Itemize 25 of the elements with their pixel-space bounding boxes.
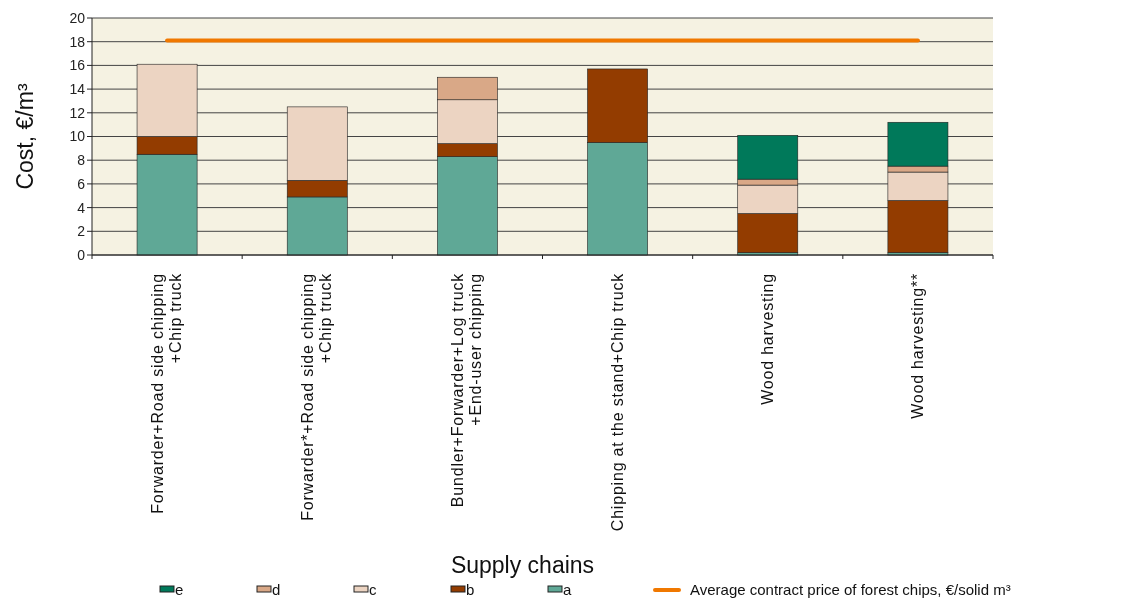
y-tick-label: 2 bbox=[77, 223, 86, 240]
x-tick-label: Bundler+Forwarder+Log truck +End-user chipping bbox=[449, 272, 485, 508]
y-tick-label: 16 bbox=[69, 57, 86, 74]
y-tick-label: 12 bbox=[69, 104, 86, 121]
x-tick-label: Chipping at the stand+Chip truck bbox=[608, 272, 626, 532]
y-tick-label: 8 bbox=[77, 152, 86, 169]
x-tick-label: Forwarder+Road side chipping +Chip truck bbox=[149, 272, 185, 514]
y-axis-title: Cost, €/m³ bbox=[12, 83, 38, 190]
legend-label: Average contract price of forest chips, €/solid m³ bbox=[690, 581, 1011, 598]
y-tick-label: 20 bbox=[69, 9, 86, 26]
legend-label: e bbox=[175, 581, 184, 598]
legend-label: b bbox=[466, 581, 475, 598]
legend-label: c bbox=[369, 581, 377, 598]
x-tick-label: Forwarder*+Road side chipping +Chip truck bbox=[299, 272, 335, 521]
y-tick-label: 4 bbox=[77, 199, 86, 216]
x-tick-label: Wood harvesting** bbox=[908, 273, 926, 419]
y-tick-label: 14 bbox=[69, 81, 86, 97]
x-axis-title: Supply chains bbox=[450, 552, 595, 578]
legend-label: d bbox=[272, 581, 281, 598]
y-tick-label: 0 bbox=[77, 246, 86, 263]
y-tick-label: 6 bbox=[77, 175, 86, 192]
legend-label: a bbox=[563, 581, 572, 598]
y-tick-label: 10 bbox=[69, 128, 86, 145]
y-tick-label: 18 bbox=[69, 33, 86, 50]
x-tick-label: Wood harvesting bbox=[758, 273, 776, 405]
